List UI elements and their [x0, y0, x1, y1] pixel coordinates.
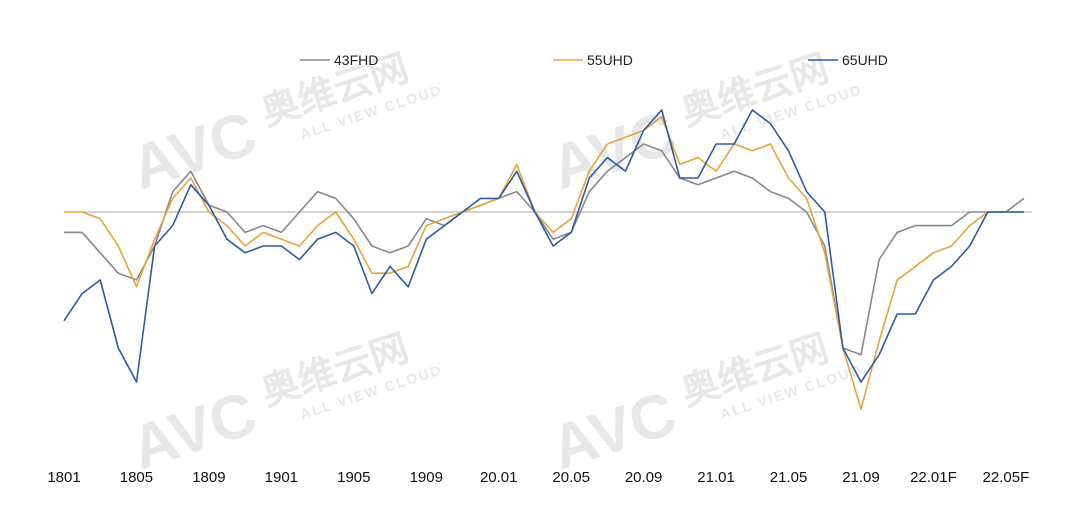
- watermark-logo: AVC: [123, 379, 264, 484]
- watermark-logo: AVC: [543, 379, 684, 484]
- x-tick-label: 1905: [337, 469, 370, 486]
- x-tick-label: 20.01: [480, 469, 518, 486]
- series-line-55UHD: [64, 116, 1024, 411]
- x-tick-label: 1805: [120, 469, 153, 486]
- x-tick-label: 20.05: [552, 469, 590, 486]
- series-line-65UHD: [63, 109, 1024, 383]
- legend-label-65UHD: 65UHD: [842, 52, 888, 68]
- x-tick-label: 21.01: [697, 469, 735, 486]
- x-tick-label: 20.09: [625, 469, 663, 486]
- x-tick-label: 21.09: [842, 469, 880, 486]
- x-tick-label: 22.05F: [983, 469, 1030, 486]
- legend: 43FHD 55UHD 65UHD: [300, 52, 888, 68]
- x-tick-label: 22.01F: [910, 469, 957, 486]
- x-tick-label: 1901: [265, 469, 298, 486]
- x-tick-label: 1801: [47, 469, 80, 486]
- legend-label-55UHD: 55UHD: [587, 52, 633, 68]
- series-line-43FHD: [64, 143, 1025, 356]
- x-axis-tick-labels: 1801 1805 1809 1901 1905 1909 20.01 20.05 20.09 2…: [47, 469, 1029, 486]
- x-tick-label: 1909: [410, 469, 443, 486]
- x-tick-label: 1809: [192, 469, 225, 486]
- legend-label-43FHD: 43FHD: [334, 52, 378, 68]
- x-tick-label: 21.05: [770, 469, 808, 486]
- series-layer: [63, 109, 1025, 411]
